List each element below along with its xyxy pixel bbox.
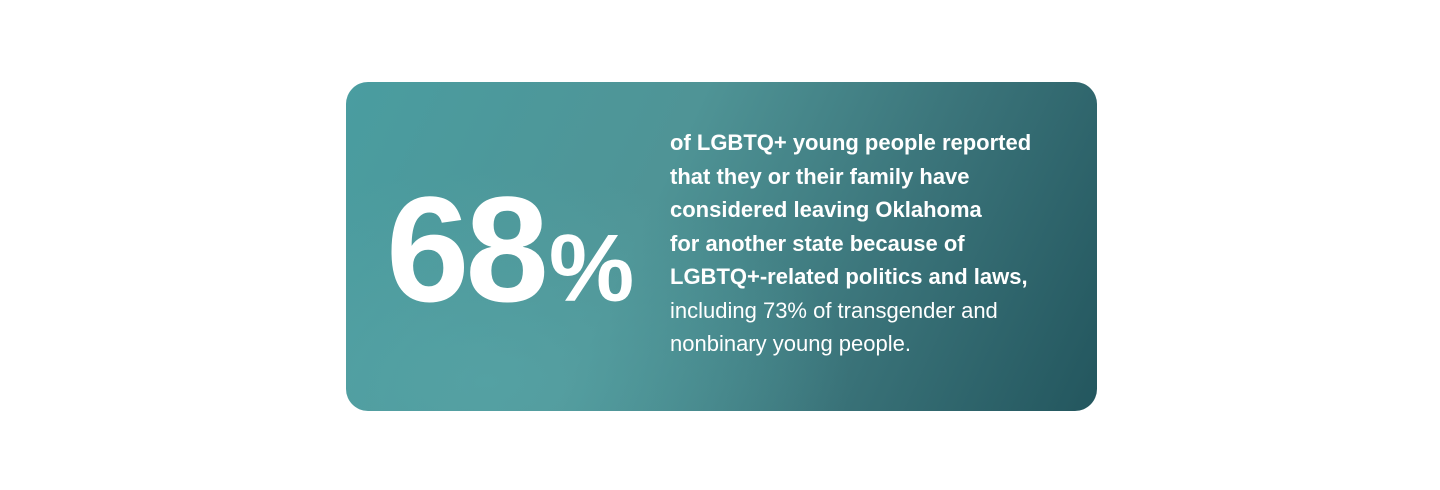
stat-number: 68 [386,165,549,333]
description-line: for another state because of [670,230,965,256]
stat-card: 68% of LGBTQ+ young people reported that … [346,82,1097,411]
stat: 68% [386,174,634,324]
description-line: of LGBTQ+ young people reported [670,130,1032,155]
description: of LGBTQ+ young people reported that they… [670,126,1031,361]
description-line: LGBTQ+-related politics and laws, [670,264,1028,289]
description-line: including 73% of transgender and [670,297,998,323]
description-line: that they or their family have [670,163,970,189]
description-line: considered leaving Oklahoma [670,197,982,222]
stat-unit: % [548,215,635,322]
description-line: nonbinary young people. [670,331,911,356]
